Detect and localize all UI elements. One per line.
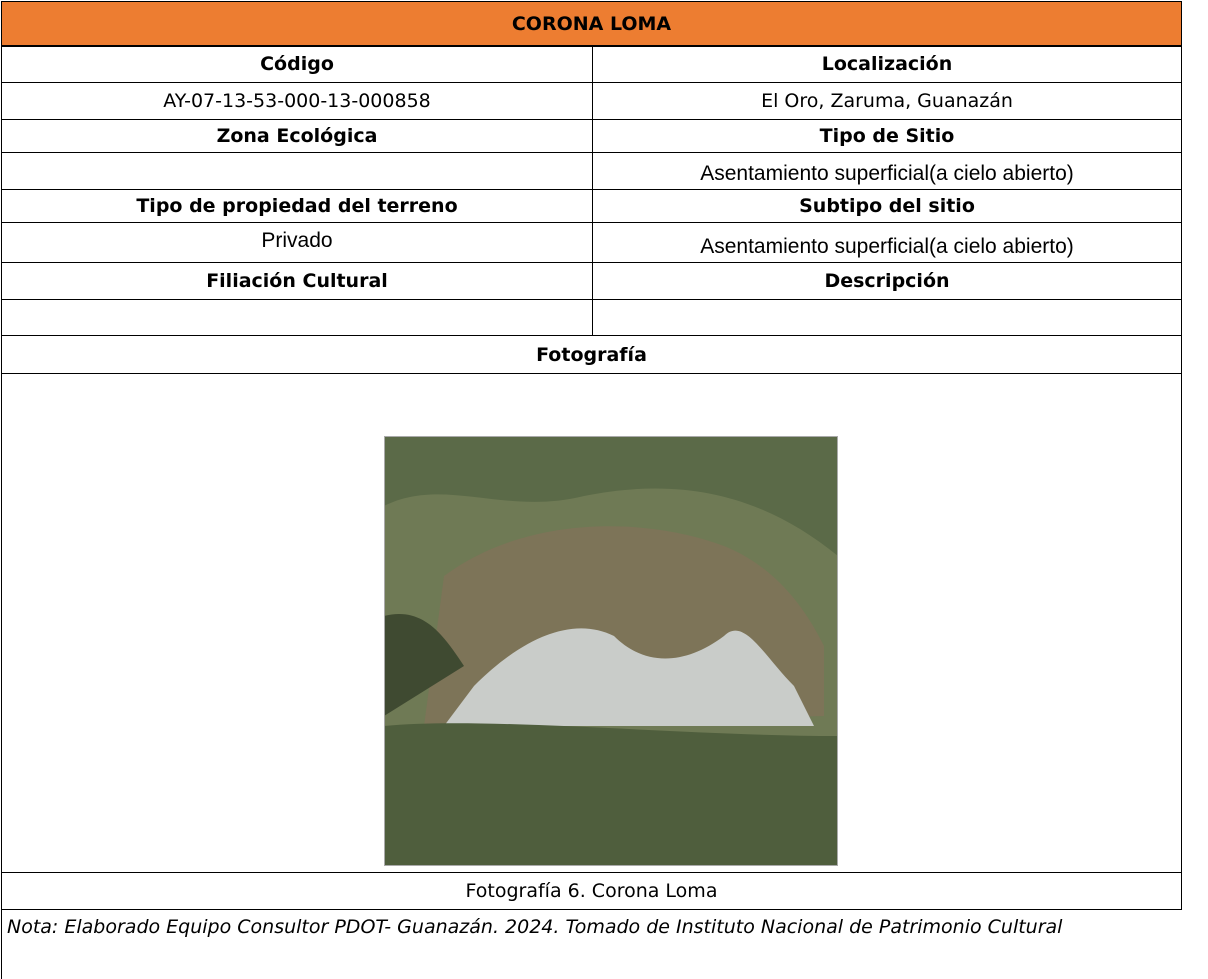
title: CORONA LOMA — [1, 1, 1182, 47]
field-value: Asentamiento superficial(a cielo abierto… — [592, 222, 1182, 263]
field-label: Código — [1, 45, 593, 83]
field-label: Zona Ecológica — [1, 119, 593, 153]
field-value: El Oro, Zaruma, Guanazán — [592, 82, 1182, 120]
photo-shade — [384, 614, 464, 716]
field-value: AY-07-13-53-000-13-000858 — [1, 82, 593, 120]
photo-caption: Fotografía 6. Corona Loma — [1, 872, 1182, 910]
field-value: Privado — [1, 222, 593, 263]
photo-cliff — [444, 628, 814, 726]
field-value — [1, 299, 593, 336]
field-label: Tipo de propiedad del terreno — [1, 189, 593, 223]
photo-label: Fotografía — [1, 335, 1182, 374]
photo-cell — [1, 373, 1182, 873]
field-label: Localización — [592, 45, 1182, 83]
field-label: Descripción — [592, 262, 1182, 300]
field-label: Filiación Cultural — [1, 262, 593, 300]
photo — [384, 436, 838, 866]
field-value — [592, 299, 1182, 336]
field-value: Asentamiento superficial(a cielo abierto… — [592, 152, 1182, 190]
photo-border — [384, 436, 838, 866]
note: Nota: Elaborado Equipo Consultor PDOT- G… — [1, 909, 1201, 979]
field-label: Subtipo del sitio — [592, 189, 1182, 223]
photo-hills — [384, 436, 838, 556]
field-label: Tipo de Sitio — [592, 119, 1182, 153]
photo-trees — [384, 723, 838, 866]
field-value — [1, 152, 593, 190]
